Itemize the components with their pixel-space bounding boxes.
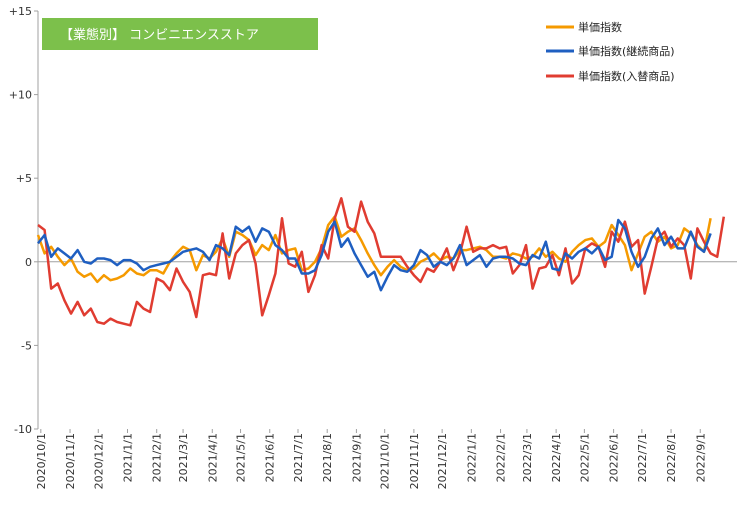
x-tick-label: 2020/12/1: [92, 433, 105, 489]
y-tick-label: 0: [25, 256, 32, 269]
x-tick-labels: 2020/10/1 2020/11/1 2020/12/1 2021/1/1 2021/…: [35, 429, 707, 489]
series-line-1: [37, 218, 712, 292]
x-tick-label: 2022/2/1: [495, 433, 508, 482]
x-tick-label: 2021/3/1: [177, 433, 190, 482]
legend-label-unit-price: 単価指数: [578, 20, 622, 34]
y-tick-label: -10: [14, 423, 32, 436]
chart-badge: 【業態別】 コンビニエンスストア: [42, 18, 318, 50]
y-tick-label: +5: [16, 172, 32, 185]
x-tick-label: 2021/12/1: [436, 433, 449, 489]
x-tick-label: 2021/2/1: [151, 433, 164, 482]
legend: 単価指数 単価指数(継続商品) 単価指数(入替商品): [546, 20, 675, 83]
x-tick-label: 2022/3/1: [521, 433, 534, 482]
badge-background: [42, 18, 318, 50]
series-lines: [36, 197, 726, 327]
x-tick-label: 2021/6/1: [264, 433, 277, 482]
x-tick-label: 2022/4/1: [550, 433, 563, 482]
x-tick-label: 2021/9/1: [350, 433, 363, 482]
y-tick-label: -5: [21, 339, 32, 352]
x-tick-label: 2022/5/1: [578, 433, 591, 482]
x-tick-label: 2022/8/1: [665, 433, 678, 482]
x-tick-label: 2022/9/1: [694, 433, 707, 482]
y-tick-label: +15: [9, 5, 32, 18]
series-line-2: [37, 197, 726, 327]
x-tick-label: 2021/5/1: [235, 433, 248, 482]
x-tick-label: 2021/8/1: [321, 433, 334, 482]
badge-text: 【業態別】 コンビニエンスストア: [60, 27, 259, 43]
x-tick-label: 2020/11/1: [64, 433, 77, 489]
x-tick-label: 2021/10/1: [379, 433, 392, 489]
x-tick-label: 2022/6/1: [608, 433, 621, 482]
x-tick-label: 2021/1/1: [121, 433, 134, 482]
x-tick-label: 2022/1/1: [465, 433, 478, 482]
axes: [37, 11, 737, 429]
legend-label-continuing: 単価指数(継続商品): [578, 44, 675, 58]
x-tick-label: 2020/10/1: [35, 433, 48, 489]
y-tick-label: +10: [9, 89, 32, 102]
x-tick-label: 2021/4/1: [206, 433, 219, 482]
x-tick-label: 2021/11/1: [408, 433, 421, 489]
x-tick-label: 2021/7/1: [292, 433, 305, 482]
legend-label-replacement: 単価指数(入替商品): [578, 69, 675, 83]
x-tick-label: 2022/7/1: [636, 433, 649, 482]
y-tick-labels: +15 +10 +5 0 -5 -10: [9, 5, 38, 436]
